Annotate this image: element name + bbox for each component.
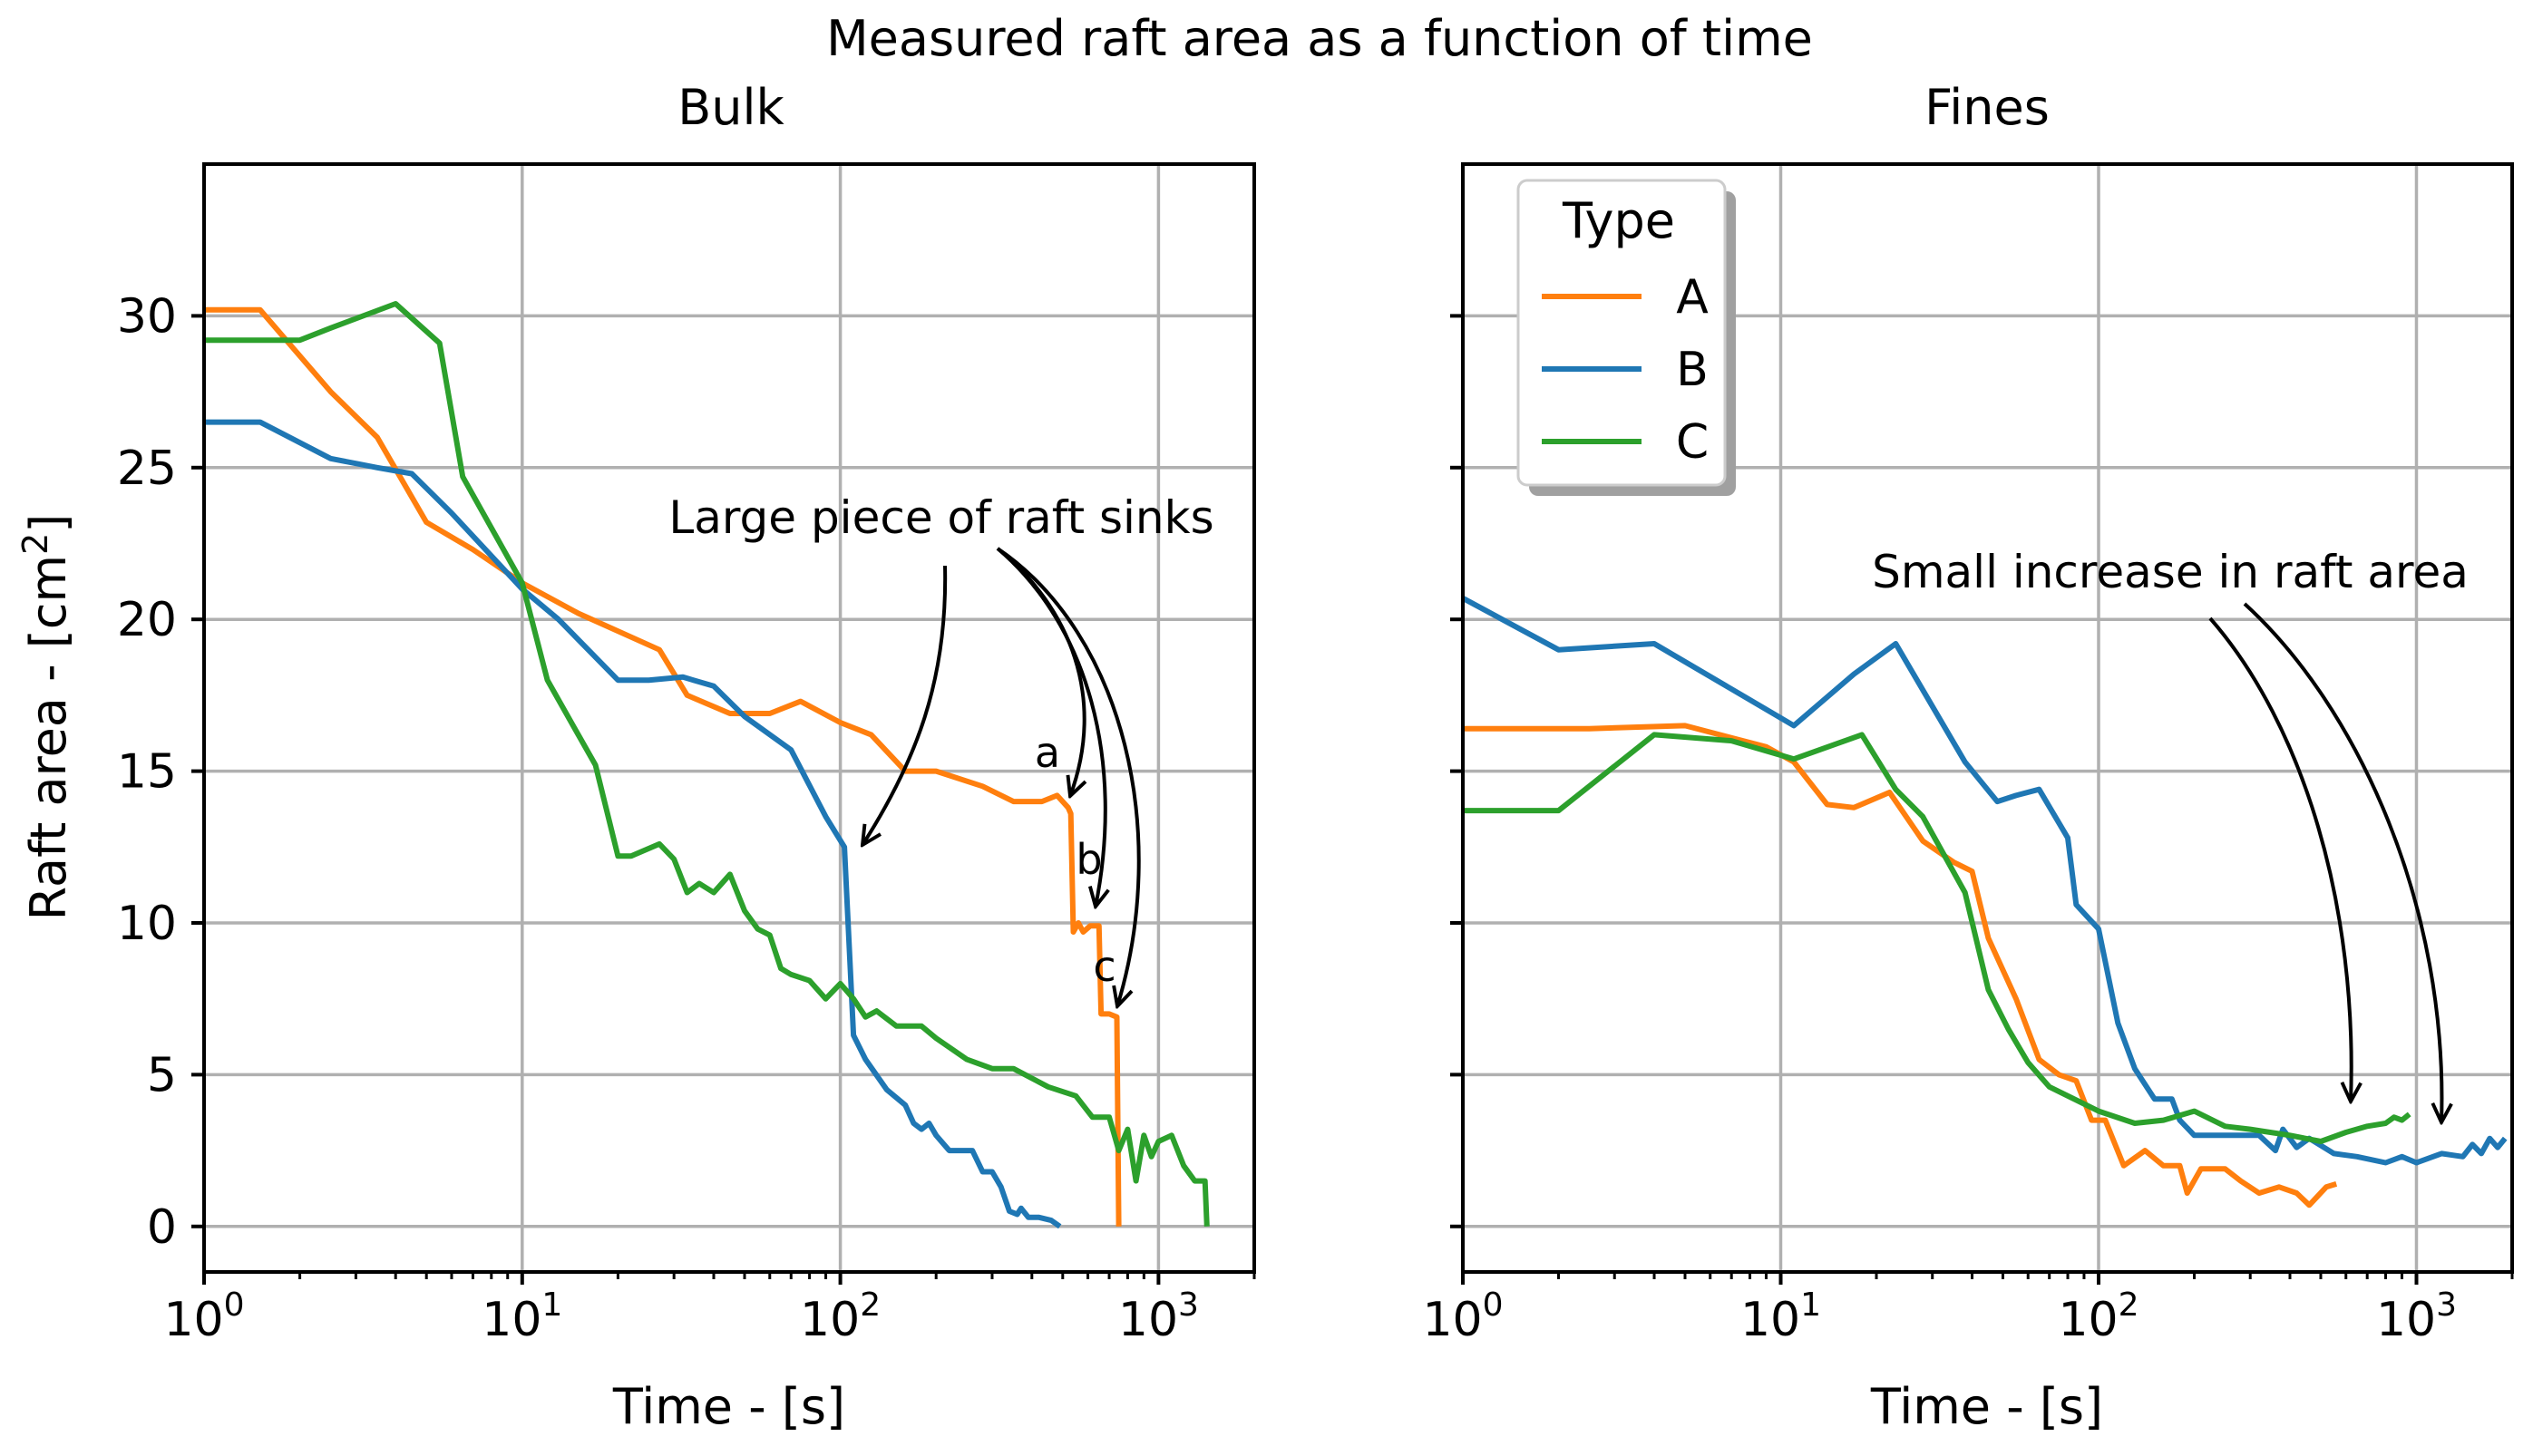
tick-exponent: 0: [224, 1286, 245, 1324]
tick-base: 10: [1422, 1293, 1482, 1347]
arrow-to-b: [996, 547, 1106, 907]
tick-base: 10: [163, 1293, 223, 1347]
tick-base: 10: [1118, 1293, 1178, 1347]
bulk-ytick-label-30: 30: [117, 289, 177, 344]
tick-exponent: 3: [1178, 1286, 1199, 1324]
annotation-small-increase: Small increase in raft area: [1872, 546, 2469, 598]
panel-fines: Fines 100 101 102 103 Time - [s] Small incr…: [1422, 79, 2514, 1435]
arrow-to-b-series: [862, 565, 948, 845]
bulk-xlabel: Time - [s]: [612, 1378, 845, 1435]
legend-box: [1516, 179, 1727, 487]
tick-base: 10: [1740, 1293, 1800, 1347]
bulk-annotation: Large piece of raft sinks a b c: [668, 491, 1214, 1006]
bulk-xtick-label-1000: 103: [1118, 1286, 1199, 1347]
fines-plot-frame: [1461, 162, 2514, 1274]
tick-exponent: 3: [2436, 1286, 2457, 1324]
arrow-to-b-series: [2243, 602, 2441, 1122]
bulk-series-A: [204, 306, 1122, 1227]
fines-xtick-label-1: 100: [1422, 1286, 1503, 1347]
bulk-ytick-label-0: 0: [147, 1200, 177, 1255]
fines-series-B: [1461, 596, 2508, 1166]
ylabel-main: Raft area - [cm: [20, 555, 77, 920]
tick-exponent: 1: [541, 1286, 562, 1324]
ylabel-superscript: 2: [15, 533, 55, 555]
tick-exponent: 2: [2119, 1286, 2139, 1324]
bulk-ytick-label-20: 20: [117, 593, 177, 647]
fines-xtick-label-1000: 103: [2376, 1286, 2457, 1347]
tick-exponent: 2: [860, 1286, 881, 1324]
bulk-xtick-label-1: 100: [163, 1286, 244, 1347]
bulk-ytick-label-5: 5: [147, 1048, 177, 1102]
fines-series-A: [1463, 723, 2338, 1208]
panel-fines-title: Fines: [1924, 79, 2050, 136]
legend-label-C: C: [1676, 415, 1709, 470]
fines-series-C: [1463, 732, 2411, 1144]
tick-base: 10: [2376, 1293, 2436, 1347]
fines-xtick-label-10: 101: [1740, 1286, 1821, 1347]
tick-base: 10: [2058, 1293, 2118, 1347]
legend-label-B: B: [1676, 343, 1709, 397]
ylabel-end: ]: [20, 514, 77, 533]
fines-annotation: Small increase in raft area: [1872, 546, 2469, 1122]
annotation-large-piece-sinks: Large piece of raft sinks: [668, 491, 1213, 544]
legend: Type ABC: [1516, 179, 1736, 496]
annotation-label-c: c: [1093, 942, 1115, 991]
suptitle: Measured raft area as a function of time: [826, 10, 1813, 67]
tick-exponent: 0: [1483, 1286, 1504, 1324]
annotation-label-b: b: [1076, 835, 1102, 884]
bulk-series-B: [204, 419, 1062, 1229]
tick-base: 10: [482, 1293, 541, 1347]
panel-bulk-title: Bulk: [677, 79, 784, 136]
bulk-ytick-label-15: 15: [117, 745, 177, 800]
bulk-xtick-label-10: 101: [482, 1286, 562, 1347]
annotation-label-a: a: [1035, 728, 1060, 777]
bulk-plot-frame: [202, 162, 1256, 1274]
arrow-to-c: [996, 547, 1141, 1006]
tick-base: 10: [800, 1293, 860, 1347]
legend-title: Type: [1562, 192, 1675, 249]
bulk-series-C: [204, 301, 1210, 1227]
fines-xtick-label-100: 102: [2058, 1286, 2138, 1347]
tick-exponent: 1: [1800, 1286, 1821, 1324]
arrow-to-c-series: [2208, 616, 2352, 1102]
bulk-ylabel: Raft area - [cm2]: [15, 514, 77, 921]
bulk-ytick-label-25: 25: [117, 442, 177, 496]
fines-xlabel: Time - [s]: [1870, 1378, 2103, 1435]
bulk-ytick-label-10: 10: [117, 897, 177, 951]
bulk-xtick-label-100: 102: [800, 1286, 881, 1347]
legend-label-A: A: [1676, 270, 1709, 325]
